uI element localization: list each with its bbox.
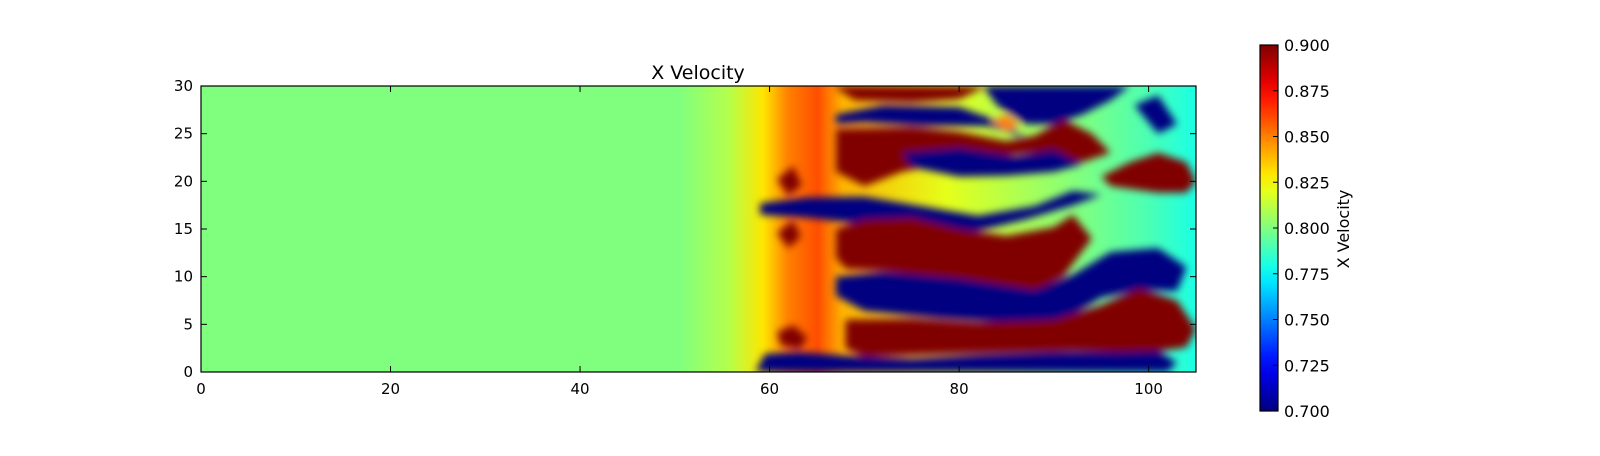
- heatmap-region-10: [755, 351, 1177, 372]
- colorbar-label: X Velocity: [1334, 190, 1353, 269]
- y-tick-label: 10: [174, 268, 193, 286]
- colorbar-ticks: 0.700 0.725 0.750 0.775 0.800 0.825 0.850 0.875…: [1273, 36, 1330, 421]
- colorbar-tick-label: 0.875: [1284, 82, 1330, 101]
- colorbar-tick-label: 0.700: [1284, 402, 1330, 421]
- colorbar-tick-label: 0.825: [1284, 173, 1330, 192]
- heatmap-region-8: [835, 248, 1187, 323]
- colorbar-tick-label: 0.900: [1284, 36, 1330, 55]
- heatmap-region-12: [777, 166, 802, 196]
- heatmap-region-2: [835, 105, 1026, 138]
- chart-title: X Velocity: [651, 62, 745, 84]
- heatmap-region-13: [777, 220, 801, 249]
- heatmap-region-1: [982, 86, 1130, 125]
- x-tick-label: 60: [760, 380, 779, 398]
- y-tick-label: 25: [174, 125, 193, 143]
- heatmap-region-6: [760, 190, 1102, 234]
- heatmap-region-4: [902, 148, 1083, 177]
- x-tick-label: 100: [1134, 380, 1163, 398]
- y-tick-label: 30: [174, 77, 193, 95]
- colorbar-tick-label: 0.725: [1284, 356, 1330, 375]
- heatmap-region-11: [777, 325, 808, 350]
- heatmap-region-14: [992, 114, 1020, 132]
- x-tick-label: 80: [950, 380, 969, 398]
- y-tick-label: 5: [183, 315, 193, 333]
- x-tick-label: 40: [571, 380, 590, 398]
- heatmap-region-0: [835, 86, 988, 103]
- x-tick-label: 20: [381, 380, 400, 398]
- heatmap-region-9: [845, 288, 1196, 357]
- colorbar-tick-label: 0.850: [1284, 128, 1330, 147]
- y-tick-label: 20: [174, 172, 193, 190]
- y-tick-label: 0: [183, 363, 193, 381]
- heatmap-region-7: [835, 214, 1092, 292]
- y-tick-label: 15: [174, 220, 193, 238]
- x-tick-label: 0: [196, 380, 206, 398]
- colorbar: 0.700 0.725 0.750 0.775 0.800 0.825 0.850 0.875…: [1259, 36, 1353, 421]
- colorbar-tick-label: 0.800: [1284, 219, 1330, 238]
- heatmap-plot-area: [200, 85, 1197, 373]
- colorbar-tick-label: 0.775: [1284, 265, 1330, 284]
- x-axis: 0 20 40 60 80 100: [196, 86, 1163, 398]
- y-axis: 0 5 10 15 20 25 30: [174, 77, 1196, 381]
- colorbar-tick-label: 0.750: [1284, 311, 1330, 330]
- heatmap-region-15: [1134, 95, 1177, 134]
- heatmap-field: [201, 86, 1196, 372]
- heatmap-region-5: [1101, 152, 1196, 193]
